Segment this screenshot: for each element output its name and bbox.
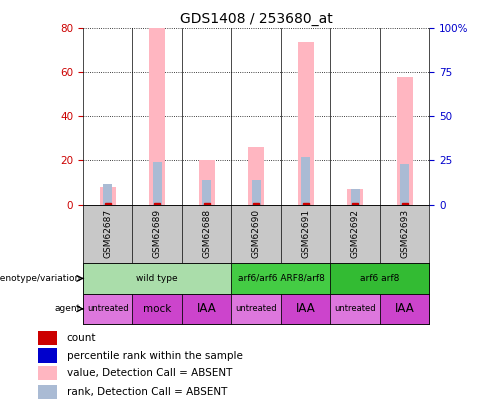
Text: IAA: IAA — [197, 302, 217, 315]
Bar — [281, 294, 330, 324]
Bar — [252, 180, 261, 205]
Bar — [203, 203, 210, 205]
Bar — [153, 162, 162, 205]
Text: wild type: wild type — [136, 274, 178, 283]
Bar — [231, 263, 330, 294]
Bar — [132, 294, 182, 324]
Text: untreated: untreated — [235, 304, 277, 313]
Text: IAA: IAA — [395, 302, 415, 315]
Bar — [248, 147, 264, 205]
Bar — [38, 385, 57, 399]
Text: GSM62687: GSM62687 — [103, 209, 112, 258]
Text: IAA: IAA — [296, 302, 316, 315]
Bar — [38, 366, 57, 380]
Text: untreated: untreated — [87, 304, 128, 313]
Text: GSM62693: GSM62693 — [400, 209, 409, 258]
Text: GSM62692: GSM62692 — [351, 209, 360, 258]
Bar — [301, 157, 310, 205]
Bar — [83, 263, 231, 294]
Bar — [100, 187, 116, 205]
Text: genotype/variation: genotype/variation — [0, 274, 81, 283]
Bar — [149, 28, 165, 205]
Text: mock: mock — [143, 304, 171, 314]
Bar — [298, 42, 314, 205]
Text: untreated: untreated — [334, 304, 376, 313]
Text: GSM62690: GSM62690 — [252, 209, 261, 258]
Bar — [231, 294, 281, 324]
Bar — [397, 77, 413, 205]
Bar — [105, 203, 111, 205]
Text: GSM62691: GSM62691 — [301, 209, 310, 258]
Bar — [199, 160, 215, 205]
Text: GSM62688: GSM62688 — [202, 209, 211, 258]
Bar — [154, 203, 160, 205]
Bar — [38, 331, 57, 345]
Bar — [400, 164, 409, 205]
Bar — [103, 183, 112, 205]
Bar — [351, 189, 360, 205]
Text: rank, Detection Call = ABSENT: rank, Detection Call = ABSENT — [67, 387, 227, 397]
Text: value, Detection Call = ABSENT: value, Detection Call = ABSENT — [67, 368, 232, 378]
Text: agent: agent — [54, 304, 81, 313]
Text: count: count — [67, 333, 96, 343]
Text: arf6 arf8: arf6 arf8 — [360, 274, 400, 283]
Bar — [83, 294, 132, 324]
Bar — [402, 203, 407, 205]
Bar — [38, 348, 57, 363]
Text: arf6/arf6 ARF8/arf8: arf6/arf6 ARF8/arf8 — [238, 274, 325, 283]
Text: GSM62689: GSM62689 — [153, 209, 162, 258]
Text: percentile rank within the sample: percentile rank within the sample — [67, 351, 243, 360]
Bar — [330, 263, 429, 294]
Bar — [330, 294, 380, 324]
Bar — [182, 294, 231, 324]
Bar — [352, 203, 358, 205]
Bar — [303, 203, 309, 205]
Bar — [253, 203, 259, 205]
Title: GDS1408 / 253680_at: GDS1408 / 253680_at — [180, 12, 333, 26]
Bar — [202, 180, 211, 205]
Bar — [380, 294, 429, 324]
Bar — [347, 189, 363, 205]
